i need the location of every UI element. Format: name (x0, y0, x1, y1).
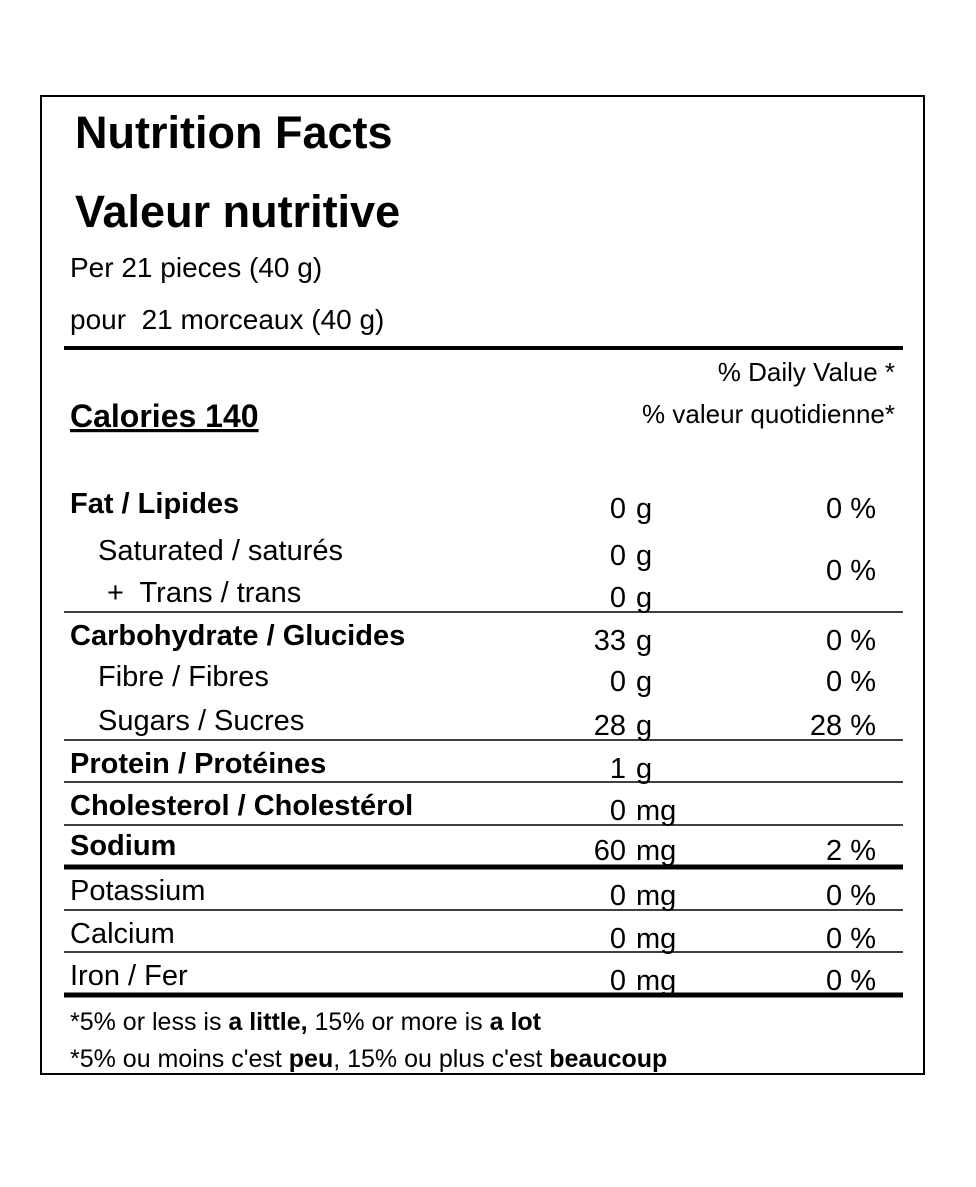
nutrient-name: Carbohydrate / Glucides (70, 620, 405, 652)
rule (64, 909, 903, 911)
rule (64, 824, 903, 826)
daily-value: 2 % (826, 835, 876, 867)
amount: 0 (610, 582, 626, 614)
unit: g (636, 493, 652, 525)
amount: 0 (610, 666, 626, 698)
nutrient-name: Protein / Protéines (70, 748, 326, 780)
nutrient-name: Sugars / Sucres (98, 705, 304, 737)
dv-heading-fr: % valeur quotidienne* (642, 399, 895, 429)
nutrient-name: + Trans / trans (107, 577, 301, 609)
unit: mg (636, 923, 676, 955)
calories: Calories 140 (70, 398, 259, 434)
nutrient-name: Calcium (70, 918, 175, 950)
rule (64, 611, 903, 613)
unit: mg (636, 965, 676, 997)
daily-value: 0 % (826, 666, 876, 698)
daily-value: 0 % (826, 493, 876, 525)
daily-value: 0 % (826, 880, 876, 912)
footnote-part: a little, (228, 1008, 307, 1036)
amount: 33 (594, 625, 626, 657)
thick-rule (64, 346, 903, 350)
rule (64, 864, 903, 870)
nutrient-name: Potassium (70, 875, 205, 907)
footnote: *5% ou moins c'est peu, 15% ou plus c'es… (70, 1045, 667, 1073)
nutrient-name: Cholesterol / Cholestérol (70, 790, 413, 822)
serving-fr: pour 21 morceaux (40 g) (70, 304, 384, 335)
label-border (40, 95, 925, 1075)
daily-value: 0 % (826, 555, 876, 587)
title-fr: Valeur nutritive (75, 186, 400, 237)
daily-value: 0 % (826, 625, 876, 657)
rule (64, 781, 903, 783)
amount: 28 (594, 710, 626, 742)
unit: mg (636, 835, 676, 867)
title: Nutrition Facts (75, 107, 393, 158)
footnote-part: a lot (490, 1008, 542, 1036)
unit: g (636, 710, 652, 742)
amount: 1 (610, 753, 626, 785)
nutrient-name: Iron / Fer (70, 960, 188, 992)
footnote-part: *5% ou moins c'est (70, 1045, 289, 1073)
nutrient-name: Saturated / saturés (98, 535, 343, 567)
amount: 0 (610, 923, 626, 955)
nutrient-name: Fat / Lipides (70, 488, 239, 520)
amount: 0 (610, 795, 626, 827)
amount: 0 (610, 880, 626, 912)
unit: mg (636, 795, 676, 827)
nutrient-name: Sodium (70, 830, 176, 862)
daily-value: 0 % (826, 923, 876, 955)
rule (64, 739, 903, 741)
daily-value: 0 % (826, 965, 876, 997)
footnote-part: , 15% ou plus c'est (333, 1045, 549, 1073)
footnote-part: peu (289, 1045, 333, 1073)
unit: g (636, 753, 652, 785)
unit: g (636, 582, 652, 614)
daily-value: 28 % (810, 710, 876, 742)
rule (64, 951, 903, 953)
amount: 0 (610, 493, 626, 525)
footnote-part: beaucoup (549, 1045, 667, 1073)
footnote-part: *5% or less is (70, 1008, 228, 1036)
unit: g (636, 625, 652, 657)
unit: g (636, 666, 652, 698)
dv-heading: % Daily Value * (718, 357, 895, 387)
amount: 0 (610, 965, 626, 997)
serving: Per 21 pieces (40 g) (70, 252, 322, 283)
nutrient-name: Fibre / Fibres (98, 661, 269, 693)
amount: 0 (610, 540, 626, 572)
unit: g (636, 540, 652, 572)
footnote: *5% or less is a little, 15% or more is … (70, 1008, 542, 1036)
unit: mg (636, 880, 676, 912)
amount: 60 (594, 835, 626, 867)
rule (64, 992, 903, 998)
footnote-part: 15% or more is (308, 1008, 490, 1036)
